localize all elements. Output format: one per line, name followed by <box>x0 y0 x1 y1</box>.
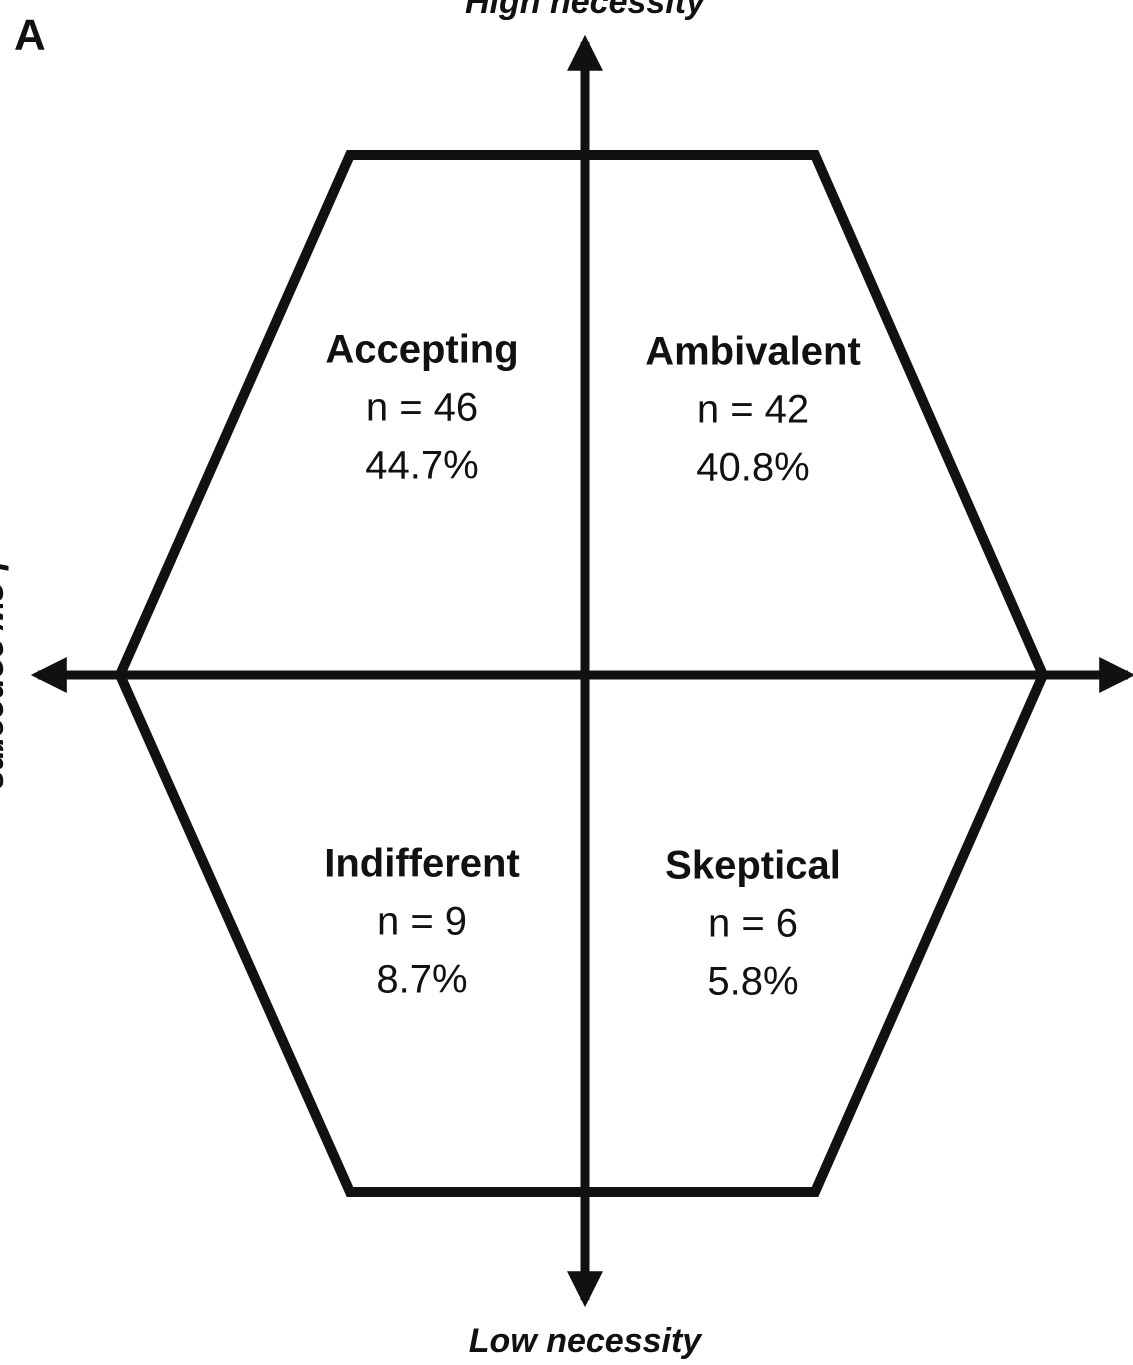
top-axis-label: High necessity <box>465 0 707 21</box>
quadrant-percent: 5.8% <box>707 960 798 1004</box>
left-axis-label: Low concerns <box>0 561 15 790</box>
quadrant-count: n = 46 <box>366 386 478 430</box>
quadrant-percent: 40.8% <box>696 446 809 490</box>
quadrant-count: n = 6 <box>708 902 798 946</box>
quadrant-name: Ambivalent <box>645 330 861 374</box>
quadrant-percent: 44.7% <box>365 444 478 488</box>
bottom-axis-label: Low necessity <box>469 1322 704 1360</box>
quadrant-count: n = 42 <box>697 388 809 432</box>
quadrant-count: n = 9 <box>377 900 467 944</box>
quadrant-name: Accepting <box>325 328 518 372</box>
quadrant-name: Skeptical <box>665 844 841 888</box>
panel-label: A <box>14 11 46 60</box>
quadrant-percent: 8.7% <box>376 958 467 1002</box>
quadrant-name: Indifferent <box>324 842 520 886</box>
